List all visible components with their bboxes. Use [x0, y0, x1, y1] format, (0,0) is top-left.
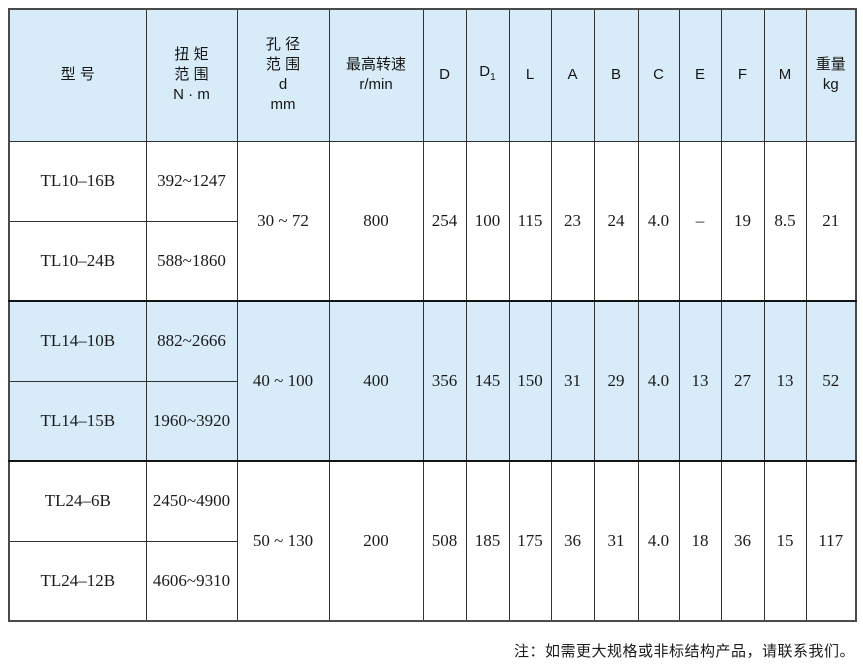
col-header-L: L — [508, 8, 552, 142]
dim-L-cell: 115 — [508, 140, 552, 302]
torque-range-cell: 588~1860 — [145, 220, 238, 302]
torque-range-cell: 4606~9310 — [145, 540, 238, 622]
dim-M-cell: 15 — [763, 460, 807, 622]
col-header-M: M — [763, 8, 807, 142]
dim-E-cell: 13 — [678, 300, 722, 462]
header-label: 型 号 — [60, 66, 95, 84]
dim-B-cell: 24 — [593, 140, 639, 302]
table-row: TL14–10B 882~2666 40 ~ 100 400 356 145 1… — [8, 300, 857, 462]
torque-range-cell: 882~2666 — [145, 300, 238, 382]
col-header-weight: 重量 kg — [805, 8, 857, 142]
model-cell: TL24–6B — [8, 460, 147, 542]
bore-range-cell: 40 ~ 100 — [236, 300, 330, 462]
header-label: r/min — [359, 76, 393, 94]
weight-cell: 117 — [805, 460, 857, 622]
dim-F-cell: 27 — [720, 300, 765, 462]
header-label: 孔 径 — [265, 36, 301, 54]
max-speed-cell: 400 — [328, 300, 424, 462]
col-header-model: 型 号 — [8, 8, 147, 142]
header-label: 范 围 — [174, 66, 209, 84]
model-cell: TL10–24B — [8, 220, 147, 302]
torque-range-cell: 392~1247 — [145, 140, 238, 222]
coupling-spec-table: 型 号 扭 矩 范 围 N · m 孔 径 范 围 d mm 最高转速 r/mi… — [8, 8, 857, 622]
weight-cell: 21 — [805, 140, 857, 302]
header-label: 重量 — [815, 56, 846, 74]
table-row: TL10–24B 588~1860 — [8, 220, 856, 302]
header-label: 扭 矩 — [174, 46, 209, 64]
header-label: kg — [822, 76, 839, 94]
dim-C-cell: 4.0 — [637, 460, 680, 622]
dim-B-cell: 29 — [593, 300, 639, 462]
dim-C-cell: 4.0 — [637, 140, 680, 302]
dim-F-cell: 36 — [720, 460, 765, 622]
dim-D-cell: 254 — [422, 140, 467, 302]
dim-D1-cell: 185 — [465, 460, 510, 622]
dim-D1-cell: 100 — [465, 140, 510, 302]
bore-range-cell: 30 ~ 72 — [236, 140, 330, 302]
col-header-bore-range: 孔 径 范 围 d mm — [236, 8, 330, 142]
col-header-max-speed: 最高转速 r/min — [328, 8, 424, 142]
dim-D-cell: 356 — [422, 300, 467, 462]
header-label: mm — [270, 96, 296, 114]
dim-M-cell: 8.5 — [763, 140, 807, 302]
dim-B-cell: 31 — [593, 460, 639, 622]
header-label: d — [278, 76, 288, 94]
col-header-C: C — [637, 8, 680, 142]
col-header-A: A — [550, 8, 595, 142]
col-header-B: B — [593, 8, 639, 142]
dim-A-cell: 36 — [550, 460, 595, 622]
dim-D-cell: 508 — [422, 460, 467, 622]
table-row: TL24–12B 4606~9310 — [8, 540, 856, 622]
col-header-F: F — [720, 8, 765, 142]
weight-cell: 52 — [805, 300, 857, 462]
dim-F-cell: 19 — [720, 140, 765, 302]
table-row: TL14–15B 1960~3920 — [8, 380, 856, 462]
col-header-torque-range: 扭 矩 范 围 N · m — [145, 8, 238, 142]
spec-table-container: 型 号 扭 矩 范 围 N · m 孔 径 范 围 d mm 最高转速 r/mi… — [8, 8, 857, 622]
header-label: 范 围 — [265, 56, 301, 74]
dim-L-cell: 150 — [508, 300, 552, 462]
table-row: TL10–16B 392~1247 30 ~ 72 800 254 100 11… — [8, 140, 857, 302]
max-speed-cell: 200 — [328, 460, 424, 622]
dim-C-cell: 4.0 — [637, 300, 680, 462]
header-label: 最高转速 — [345, 56, 406, 74]
model-cell: TL14–15B — [8, 380, 147, 462]
torque-range-cell: 2450~4900 — [145, 460, 238, 542]
header-row: 型 号 扭 矩 范 围 N · m 孔 径 范 围 d mm 最高转速 r/mi… — [8, 8, 857, 142]
dim-A-cell: 31 — [550, 300, 595, 462]
dim-E-cell: 18 — [678, 460, 722, 622]
model-cell: TL10–16B — [8, 140, 147, 222]
col-header-D: D — [422, 8, 467, 142]
model-cell: TL14–10B — [8, 300, 147, 382]
torque-range-cell: 1960~3920 — [145, 380, 238, 462]
dim-M-cell: 13 — [763, 300, 807, 462]
footnote: 注：如需更大规格或非标结构产品，请联系我们。 — [513, 644, 855, 660]
table-row: TL24–6B 2450~4900 50 ~ 130 200 508 185 1… — [8, 460, 857, 622]
dim-L-cell: 175 — [508, 460, 552, 622]
col-header-D1: D1 — [465, 8, 510, 142]
dim-A-cell: 23 — [550, 140, 595, 302]
dim-D1-cell: 145 — [465, 300, 510, 462]
model-cell: TL24–12B — [8, 540, 147, 622]
dim-E-cell: – — [678, 140, 722, 302]
max-speed-cell: 800 — [328, 140, 424, 302]
col-header-E: E — [678, 8, 722, 142]
bore-range-cell: 50 ~ 130 — [236, 460, 330, 622]
header-label: N · m — [173, 86, 210, 104]
